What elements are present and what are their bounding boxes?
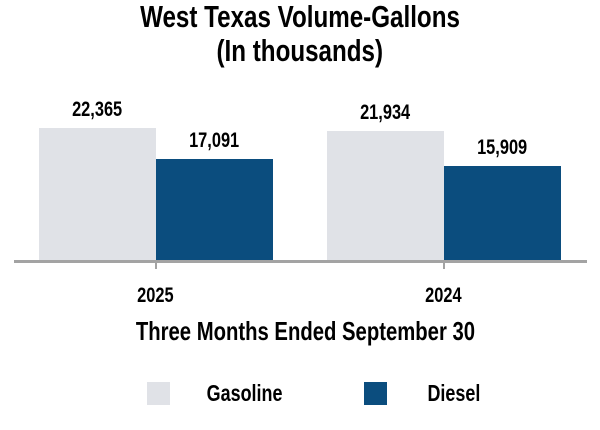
value-label-gasoline-2024: 21,934 bbox=[359, 101, 411, 124]
legend-swatch-gasoline bbox=[147, 382, 170, 405]
bar-diesel-2024 bbox=[443, 166, 561, 260]
chart-title: West Texas Volume-Gallons bbox=[140, 0, 460, 34]
chart-title-block: West Texas Volume-Gallons (In thousands) bbox=[0, 0, 600, 68]
chart-subtitle: (In thousands) bbox=[216, 33, 384, 68]
legend-label-diesel: Diesel bbox=[427, 380, 481, 406]
value-label-diesel-2025: 17,091 bbox=[188, 129, 240, 152]
legend-label-gasoline: Gasoline bbox=[207, 380, 283, 406]
bar-diesel-2025 bbox=[155, 159, 273, 260]
bar-gasoline-2024 bbox=[326, 131, 444, 260]
x-axis-title: Three Months Ended September 30 bbox=[135, 316, 475, 346]
bar-gasoline-2025 bbox=[38, 128, 156, 260]
value-label-gasoline-2025: 22,365 bbox=[71, 98, 123, 121]
value-label-diesel-2024: 15,909 bbox=[476, 136, 528, 159]
axis-tick-2024 bbox=[442, 260, 445, 269]
category-label-2025: 2025 bbox=[137, 284, 174, 307]
x-axis-line bbox=[14, 260, 587, 263]
legend-swatch-diesel bbox=[364, 382, 387, 405]
axis-tick-2025 bbox=[154, 260, 157, 269]
category-label-2024: 2024 bbox=[425, 284, 462, 307]
